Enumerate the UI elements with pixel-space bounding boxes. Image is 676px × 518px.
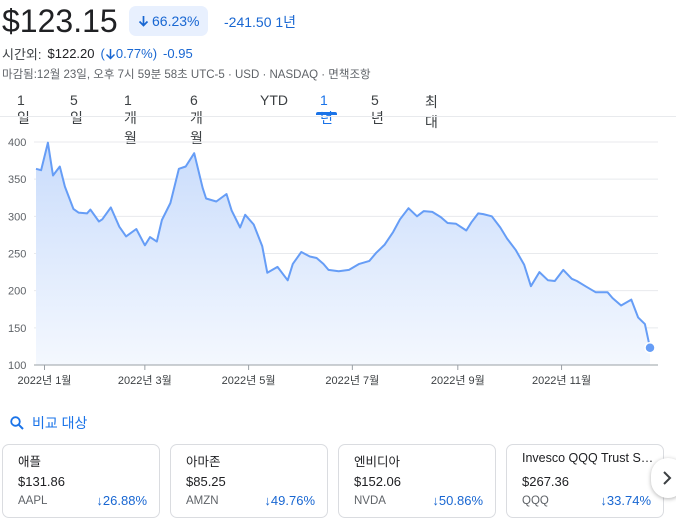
card-price: $267.36 bbox=[522, 474, 569, 489]
next-cards-button[interactable] bbox=[651, 458, 676, 498]
card-ticker: NVDA bbox=[354, 495, 386, 507]
arrow-down-icon: ↓ bbox=[600, 493, 607, 508]
after-hours-pct: ( 0.77%) bbox=[101, 46, 158, 61]
arrow-down-icon: ↓ bbox=[96, 493, 103, 508]
price-area bbox=[36, 142, 650, 365]
card-change: ↓26.88% bbox=[96, 493, 147, 508]
card-change: ↓50.86% bbox=[432, 493, 483, 508]
change-percent: 66.23% bbox=[152, 13, 200, 29]
x-tick-label: 2022년 11월 bbox=[532, 374, 591, 387]
x-tick-label: 2022년 3월 bbox=[118, 374, 172, 387]
card-name: 엔비디아 bbox=[354, 455, 401, 469]
tab-max[interactable]: 최대 bbox=[425, 94, 438, 130]
tab-1y[interactable]: 1년 bbox=[316, 92, 337, 126]
compare-card-qqq[interactable]: Invesco QQQ Trust Seri... $267.36 QQQ ↓3… bbox=[506, 444, 664, 518]
after-hours-label: 시간외: bbox=[2, 47, 42, 62]
y-tick-label: 400 bbox=[8, 137, 26, 149]
chevron-right-icon bbox=[663, 471, 672, 485]
card-price: $131.86 bbox=[18, 474, 65, 489]
after-hours-price: $122.20 bbox=[47, 46, 95, 61]
y-tick-label: 200 bbox=[8, 286, 26, 298]
card-ticker: AMZN bbox=[186, 495, 219, 507]
tabs-divider bbox=[0, 116, 676, 117]
compare-label: 비교 대상 bbox=[32, 415, 88, 431]
tab-1d[interactable]: 1일 bbox=[17, 92, 30, 126]
compare-card-aapl[interactable]: 애플 $131.86 AAPL ↓26.88% bbox=[2, 444, 160, 518]
arrow-down-icon bbox=[138, 16, 149, 27]
card-name: 애플 bbox=[18, 455, 42, 469]
y-tick-label: 100 bbox=[8, 360, 26, 372]
tab-5d[interactable]: 5일 bbox=[70, 92, 83, 126]
market-meta: 마감됨:12월 23일, 오후 7시 59분 58초 UTC-5 · USD ·… bbox=[2, 69, 371, 81]
stock-price: $123.15 bbox=[2, 3, 118, 39]
change-badge: 66.23% bbox=[129, 6, 209, 36]
card-name: 아마존 bbox=[186, 455, 221, 469]
y-tick-label: 350 bbox=[8, 174, 26, 186]
card-change: ↓49.76% bbox=[264, 493, 315, 508]
change-value: -241.50 bbox=[224, 14, 272, 30]
last-price-dot bbox=[644, 342, 656, 354]
arrow-down-icon bbox=[105, 48, 115, 60]
card-change-value: 26.88% bbox=[102, 493, 147, 508]
card-ticker: QQQ bbox=[522, 495, 549, 507]
after-hours-abs: -0.95 bbox=[163, 46, 193, 61]
search-icon bbox=[10, 416, 24, 430]
y-tick-label: 250 bbox=[8, 249, 26, 261]
card-change: ↓33.74% bbox=[600, 493, 651, 508]
compare-card-amzn[interactable]: 아마존 $85.25 AMZN ↓49.76% bbox=[170, 444, 328, 518]
arrow-down-icon: ↓ bbox=[264, 493, 271, 508]
tab-ytd[interactable]: YTD bbox=[260, 92, 288, 108]
card-name: Invesco QQQ Trust Seri... bbox=[522, 451, 656, 465]
tab-5y[interactable]: 5년 bbox=[371, 92, 384, 126]
card-ticker: AAPL bbox=[18, 495, 48, 507]
change-period: 1년 bbox=[275, 14, 297, 30]
after-hours-paren: ( bbox=[100, 46, 105, 61]
price-chart[interactable]: 400 350 300 250 200 150 100 2022년 1월 2022년 3월 20… bbox=[0, 128, 676, 398]
card-price: $152.06 bbox=[354, 474, 401, 489]
compare-card-nvda[interactable]: 엔비디아 $152.06 NVDA ↓50.86% bbox=[338, 444, 496, 518]
price-line bbox=[35, 141, 651, 349]
x-tick-label: 2022년 9월 bbox=[431, 374, 485, 387]
y-tick-label: 150 bbox=[8, 323, 26, 335]
card-change-value: 49.76% bbox=[270, 493, 315, 508]
arrow-down-icon: ↓ bbox=[432, 493, 439, 508]
change-absolute: -241.50 1년 bbox=[224, 12, 296, 32]
card-change-value: 33.74% bbox=[606, 493, 651, 508]
x-tick-label: 2022년 1월 bbox=[18, 374, 72, 387]
card-change-value: 50.86% bbox=[438, 493, 483, 508]
y-tick-label: 300 bbox=[8, 211, 26, 223]
x-tick-label: 2022년 7월 bbox=[325, 374, 379, 387]
card-price: $85.25 bbox=[186, 474, 226, 489]
after-hours: 시간외: $122.20 ( 0.77%) -0.95 bbox=[2, 44, 193, 63]
after-hours-pct-value: 0.77%) bbox=[115, 46, 158, 61]
x-tick-label: 2022년 5월 bbox=[222, 374, 276, 387]
compare-section[interactable]: 비교 대상 bbox=[10, 413, 87, 433]
